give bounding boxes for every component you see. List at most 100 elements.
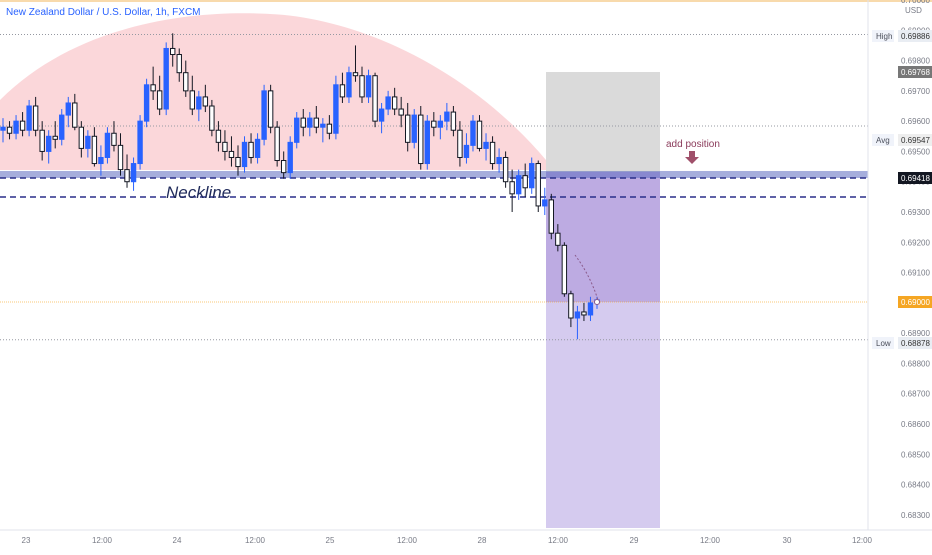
candle-body — [568, 293, 574, 319]
candle-body — [378, 108, 385, 122]
x-tick-label: 12:00 — [397, 536, 418, 545]
high-tag: High — [876, 32, 892, 41]
candle-body — [574, 311, 581, 319]
candle-body — [235, 156, 241, 168]
x-tick-label: 28 — [478, 536, 487, 545]
y-tick-label: 0.68700 — [901, 390, 930, 399]
low-value-bg — [898, 337, 932, 349]
y-tick-label: 0.69800 — [901, 57, 930, 66]
candle-body — [587, 302, 594, 316]
candle-body — [13, 120, 19, 134]
candle — [391, 87, 398, 116]
candle — [313, 106, 320, 134]
candle — [222, 130, 228, 161]
candle — [124, 154, 130, 188]
candle-body — [261, 90, 267, 140]
neckline-label: Neckline — [166, 183, 231, 202]
candle — [235, 145, 241, 176]
candle-body — [143, 84, 150, 122]
candle — [398, 96, 404, 128]
arrow-down-icon — [685, 157, 699, 164]
candle-body — [170, 47, 176, 56]
candle-body — [0, 126, 6, 131]
candle-body — [457, 129, 463, 158]
candle — [254, 133, 261, 164]
candle-body — [228, 150, 235, 158]
candle — [483, 133, 489, 161]
candle-body — [463, 144, 470, 158]
candle — [470, 115, 476, 152]
candle — [26, 99, 32, 137]
candle-body — [489, 141, 496, 165]
candle-body — [424, 120, 430, 165]
candle-body — [307, 117, 313, 128]
current-value-bg — [898, 172, 932, 184]
candle-body — [346, 72, 352, 98]
candle — [189, 75, 195, 116]
x-tick-label: 12:00 — [92, 536, 113, 545]
candle-body — [385, 96, 391, 110]
candle-body — [333, 84, 339, 134]
y-tick-label: 0.68800 — [901, 359, 930, 368]
x-tick-label: 12:00 — [852, 536, 873, 545]
candle-body — [320, 123, 326, 128]
marker-value-bg — [898, 296, 932, 308]
projection-point — [594, 299, 600, 305]
candle-body — [418, 114, 424, 165]
candle-body — [359, 75, 365, 98]
candle — [98, 145, 104, 176]
y-tick-label: 0.69500 — [901, 147, 930, 156]
y-tick-label: 0.69600 — [901, 117, 930, 126]
candle-body — [437, 120, 444, 128]
low-tag-bg — [872, 337, 894, 349]
candle — [287, 136, 293, 179]
candle-body — [215, 129, 222, 143]
avg-tag: Avg — [876, 136, 890, 145]
avg-value: 0.69547 — [901, 136, 930, 145]
candle-body — [202, 96, 209, 107]
candle-body — [183, 72, 189, 92]
candle-body — [26, 105, 32, 131]
candle-body — [555, 232, 561, 246]
candle — [117, 133, 124, 176]
candle-body — [241, 141, 248, 168]
add-position-label: add position — [666, 139, 720, 150]
candle — [274, 121, 280, 167]
annotations-layer: Neckline add position New Zealand Dollar… — [6, 7, 720, 202]
candle-body — [313, 117, 320, 128]
candle — [502, 151, 509, 188]
candle — [241, 136, 248, 173]
candle — [150, 66, 156, 100]
candle-body — [398, 108, 404, 116]
candle — [261, 84, 267, 146]
candle-body — [502, 156, 509, 183]
candle — [424, 115, 430, 170]
candle — [333, 75, 339, 140]
candle-body — [189, 90, 195, 110]
candle — [176, 48, 182, 82]
candle-body — [365, 75, 372, 98]
candle-body — [163, 47, 169, 110]
candle — [215, 121, 222, 152]
candle — [228, 136, 235, 167]
candle — [163, 42, 169, 116]
chart-title: New Zealand Dollar / U.S. Dollar, 1h, FX… — [6, 7, 201, 18]
candle — [320, 118, 326, 143]
candle-body — [561, 244, 568, 295]
candle — [450, 106, 457, 137]
candle-body — [124, 169, 130, 183]
candle-body — [32, 105, 39, 131]
candle — [294, 112, 300, 149]
candle — [39, 121, 45, 161]
candle-body — [274, 126, 280, 162]
candle — [405, 102, 411, 152]
candle-body — [137, 120, 143, 165]
candle-body — [450, 111, 457, 131]
candle-body — [352, 72, 359, 77]
candle — [65, 96, 71, 128]
candle — [326, 115, 333, 140]
target-zone-extended — [546, 302, 660, 528]
candle-body — [476, 120, 483, 149]
candle-body — [496, 156, 502, 165]
